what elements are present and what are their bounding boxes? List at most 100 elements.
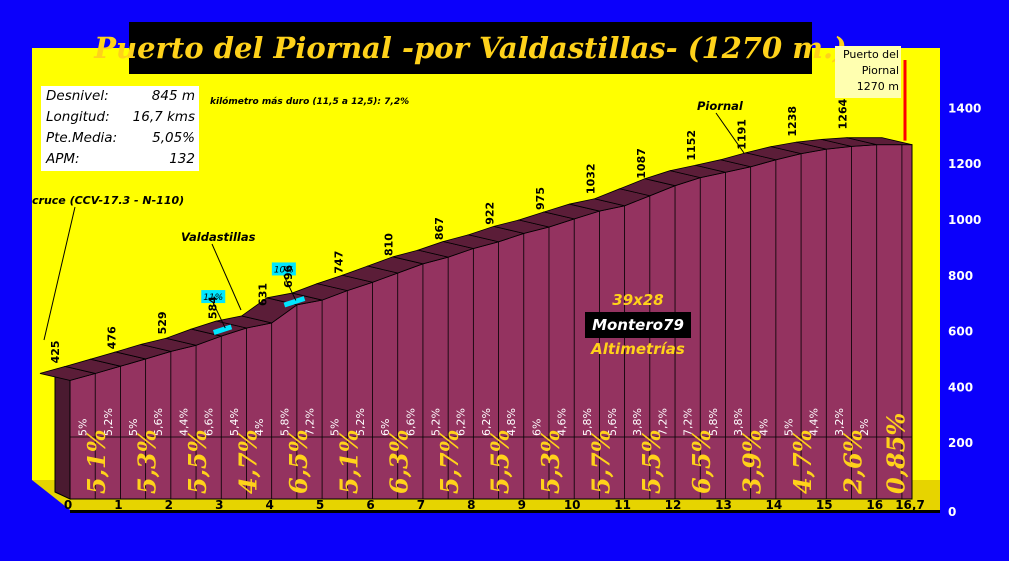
km-grade: 5,1% [82,429,111,494]
halfkm-grade: 6% [530,419,543,436]
altitude-label: 1152 [685,130,698,161]
stat-row: Longitud: 16,7 kms [46,107,195,128]
km-grade: 5,5% [637,429,666,494]
altitude-label: 747 [332,251,345,274]
altitude-label: 631 [257,283,270,306]
altitude-label: 584 [206,296,219,319]
chart-title-box: Puerto del Piornal -por Valdastillas- (1… [94,22,847,74]
halfkm-grade: 4,4% [177,408,190,436]
halfkm-grade: 5,4% [228,408,241,436]
km-grade: 6,3% [385,429,414,494]
hardest-km-note: kilómetro más duro (11,5 a 12,5): 7,2% [210,97,410,107]
steep-highlight [283,296,306,308]
y-tick-label: 0 [948,505,956,519]
steep-label-box [271,262,296,276]
km-grade: 5,7% [586,429,615,494]
summit-box: Puerto del Piornal 1270 m [835,46,901,98]
stats-box: Desnivel: 845 m Longitud: 16,7 kms Pte.Med… [41,86,199,171]
x-tick-label: 13 [715,498,732,512]
steep-label: 11% [203,293,223,303]
x-tick-label: 16 [866,498,883,512]
halfkm-grade: 2% [858,419,871,436]
halfkm-grade: 4,8% [505,408,518,436]
steep-label-leader [212,302,226,329]
chart-title: Puerto del Piornal -por Valdastillas- (1… [94,31,847,65]
credit-size: 39x28 [612,291,664,309]
x-tick-label: 10 [564,498,581,512]
x-tick-label: 2 [165,498,173,512]
stat-key: Longitud: [46,109,110,125]
steep-label-leader [283,275,297,301]
x-tick-label: 5 [316,498,324,512]
halfkm-grade: 4,6% [556,408,569,436]
km-grade: 6,5% [284,429,313,494]
km-grade: 0,85% [881,413,910,494]
km-grade: 5,3% [536,429,565,494]
altitude-label: 529 [156,311,169,334]
altitude-label: 810 [383,233,396,256]
halfkm-grade: 5,6% [152,408,165,436]
y-tick-label: 800 [948,269,973,283]
stat-value: 16,7 kms [132,109,195,125]
altitude-label: 1191 [736,119,749,150]
halfkm-grade: 5,2% [102,408,115,436]
x-tick-label: 4 [265,498,273,512]
halfkm-grade: 5,2% [354,408,367,436]
x-tick-label: 7 [417,498,425,512]
altitude-label: 867 [433,217,446,240]
km-grade: 5,1% [334,429,363,494]
halfkm-grade: 5,2% [430,408,443,436]
halfkm-grade: 6,2% [455,408,468,436]
stat-row: APM: 132 [46,149,195,170]
km-grade: 6,5% [687,429,716,494]
steep-highlight [212,324,233,335]
km-grade: 5,5% [183,429,212,494]
x-tick-label: 16,7 [895,498,925,512]
halfkm-grade: 4% [253,419,266,436]
altitude-label: 696 [282,265,295,288]
x-tick-label: 0 [64,498,72,512]
halfkm-grade: 5,8% [278,408,291,436]
stat-value: 132 [169,151,195,167]
halfkm-grade: 5,6% [606,408,619,436]
halfkm-grade: 6,6% [404,408,417,436]
halfkm-grade: 3,2% [833,408,846,436]
halfkm-grade: 5% [77,419,90,436]
x-tick-label: 11 [614,498,631,512]
x-tick-label: 9 [518,498,526,512]
summit-line: Puerto del [842,48,899,61]
halfkm-grade: 7,2% [656,408,669,436]
halfkm-grade: 6% [379,419,392,436]
village-label: Valdastillas [181,230,256,244]
halfkm-grade: 5% [127,419,140,436]
summit-line: 1270 m [856,80,899,93]
halfkm-grade: 5,8% [707,408,720,436]
altitude-label: 1264 [836,98,849,129]
floor-edge [70,510,940,513]
halfkm-grade: 5,8% [581,408,594,436]
credit-author: Montero79 [585,312,691,338]
altitude-label: 425 [49,340,62,363]
halfkm-grade: 5% [782,419,795,436]
altitude-label: 1238 [786,106,799,137]
halfkm-grade: 6,6% [203,408,216,436]
y-tick-label: 200 [948,436,973,450]
halfkm-grade: 4% [757,419,770,436]
summit-line: Piornal [861,64,899,77]
km-grade: 5,3% [133,429,162,494]
km-grade: 5,7% [435,429,464,494]
halfkm-grade: 7,2% [303,408,316,436]
piornal-label: Piornal [697,99,743,113]
x-tick-label: 1 [114,498,122,512]
steep-label: 10% [274,265,294,275]
y-tick-label: 1000 [948,213,981,227]
km-grade: 4,7% [233,429,262,494]
stat-value: 5,05% [152,130,195,146]
km-grade: 5,5% [486,429,515,494]
piornal-label-leader [715,112,745,154]
start-label: cruce (CCV-17.3 - N-110) [32,194,185,207]
halfkm-grade: 3,8% [732,408,745,436]
altitude-label: 1032 [584,163,597,194]
